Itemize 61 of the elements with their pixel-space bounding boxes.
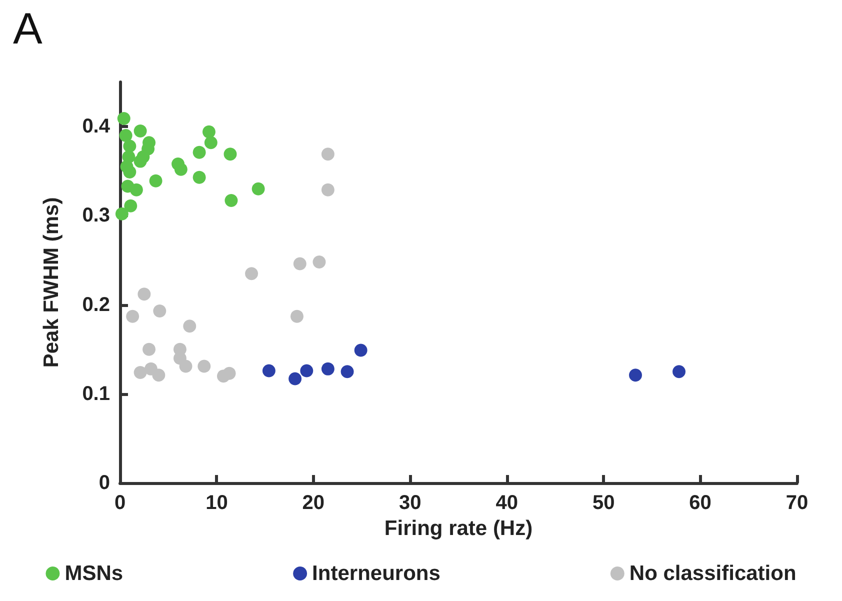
point	[149, 174, 162, 188]
point	[321, 362, 334, 376]
y-tick-label: 0.1	[82, 382, 110, 405]
point	[134, 154, 147, 168]
point	[222, 366, 236, 380]
point	[672, 365, 686, 378]
point	[252, 182, 265, 196]
point	[204, 136, 218, 150]
y-tick-label: 0.2	[82, 294, 110, 316]
chart-title: A	[13, 4, 43, 54]
point	[126, 310, 140, 323]
point	[152, 368, 166, 382]
point	[134, 124, 147, 138]
point	[288, 372, 302, 386]
x-tick-label: 50	[592, 492, 615, 514]
legend-label: MSNs	[64, 562, 124, 585]
point	[183, 320, 196, 333]
point	[245, 267, 258, 280]
y-tick-label: 0.3	[82, 204, 110, 227]
x-tick-label: 0	[114, 492, 126, 514]
point	[174, 162, 188, 176]
x-tick-label: 40	[496, 492, 518, 514]
y-axis-title: Peak FWHM (ms)	[40, 197, 63, 368]
x-tick-label: 70	[786, 492, 808, 514]
point	[224, 194, 238, 208]
point	[142, 342, 156, 356]
point	[300, 364, 314, 378]
point	[262, 364, 276, 378]
y-tick-label: 0	[98, 472, 110, 494]
point	[192, 170, 206, 184]
point	[123, 140, 136, 153]
point	[123, 166, 136, 178]
x-tick-label: 10	[206, 492, 228, 514]
point	[192, 146, 206, 159]
point	[312, 256, 326, 268]
point	[290, 310, 304, 323]
point	[293, 257, 306, 270]
point	[224, 148, 237, 161]
point	[354, 344, 368, 357]
point	[321, 148, 334, 161]
point	[198, 360, 211, 373]
point	[629, 368, 642, 382]
point	[179, 360, 192, 373]
point	[117, 112, 130, 126]
x-axis-title: Firing rate (Hz)	[384, 516, 533, 540]
legend-label: No classification	[629, 562, 796, 585]
point	[340, 365, 354, 378]
x-tick-label: 20	[302, 492, 325, 514]
point	[124, 199, 138, 212]
point	[119, 128, 132, 142]
point	[321, 183, 334, 196]
x-tick-label: 60	[689, 492, 712, 514]
point	[202, 125, 216, 138]
x-tick-label: 30	[399, 492, 422, 514]
legend-label: Interneurons	[312, 562, 440, 585]
point	[138, 288, 151, 301]
y-tick-label: 0.4	[82, 116, 111, 138]
point	[134, 366, 147, 379]
point	[153, 304, 166, 318]
point	[115, 207, 128, 220]
point	[130, 183, 143, 196]
